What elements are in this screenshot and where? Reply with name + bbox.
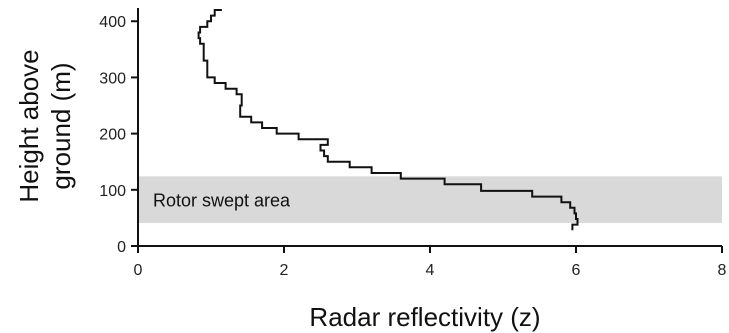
x-tick-label: 2	[280, 262, 289, 279]
y-axis-title-line-2: ground (m)	[46, 62, 76, 189]
y-tick-label: 0	[117, 239, 126, 256]
y-tick-label: 400	[99, 14, 126, 31]
x-tick-label: 6	[572, 262, 581, 279]
y-tick-label: 100	[99, 183, 126, 200]
y-tick-label: 300	[99, 70, 126, 87]
x-tick-label: 0	[134, 262, 143, 279]
x-axis-title: Radar reflectivity (z)	[309, 302, 540, 332]
x-tick-label: 8	[718, 262, 727, 279]
reflectivity-profile-line	[197, 9, 579, 231]
rotor-swept-area-band	[138, 176, 722, 223]
y-tick-label: 200	[99, 127, 126, 144]
plot-area: 0 100 200 300 400 0 2 4 6 8	[99, 8, 727, 279]
x-tick-label: 4	[426, 262, 435, 279]
rotor-swept-area-label: Rotor swept area	[153, 191, 291, 211]
y-axis-title-line-1: Height above	[14, 49, 44, 202]
